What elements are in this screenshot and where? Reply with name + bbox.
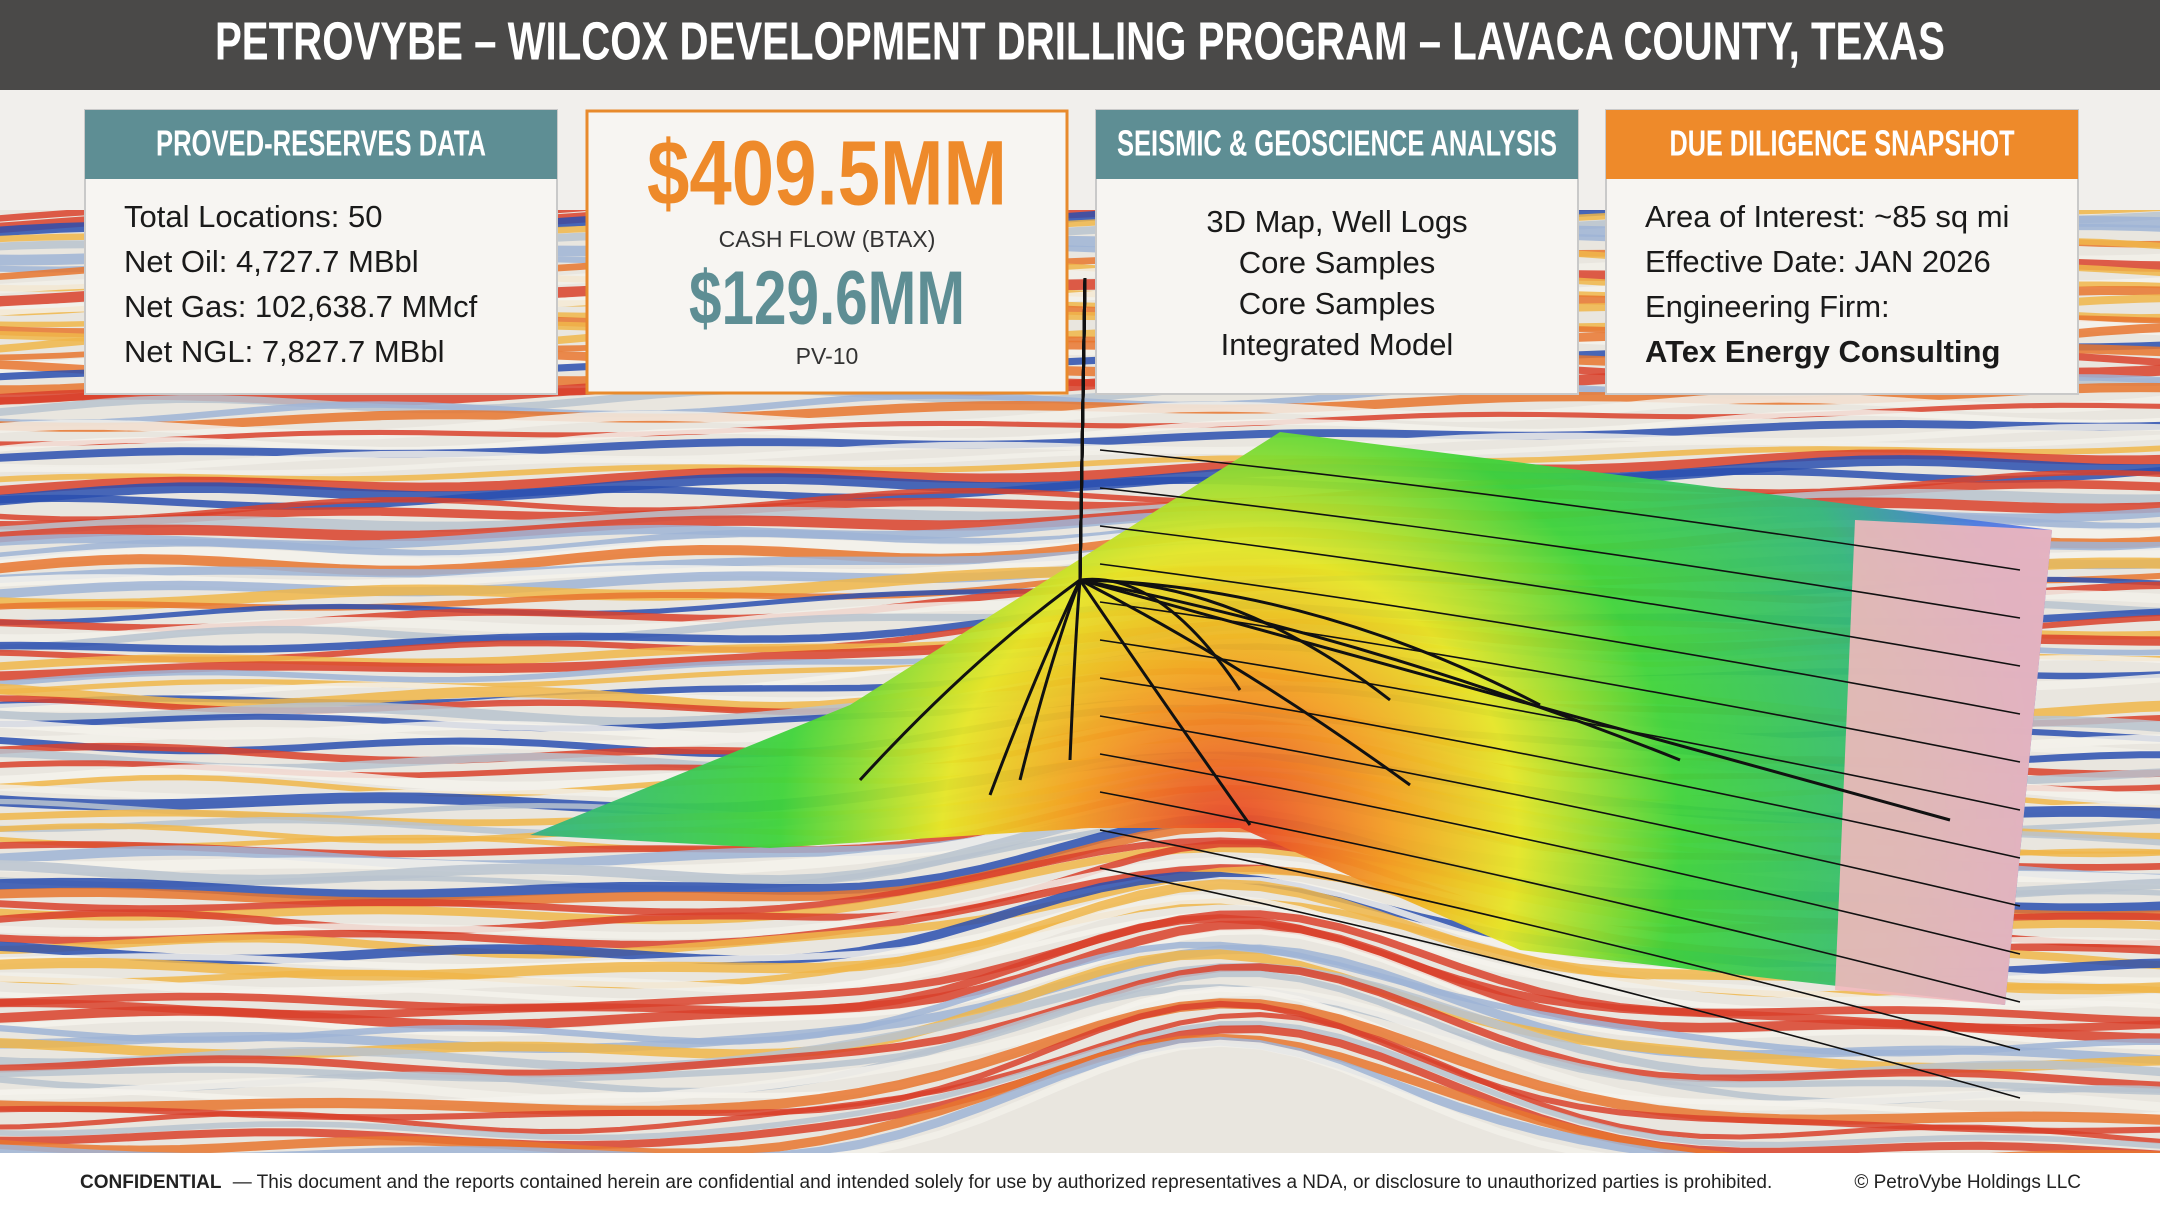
cash-flow-label: CASH FLOW (BTAX) [719,226,936,252]
card-line: Engineering Firm: [1645,289,1890,324]
reflector [0,434,2160,476]
card-line: Net NGL: 7,827.7 MBbl [124,334,445,369]
reflector [0,449,2160,496]
wellbore [1068,277,1087,761]
card-line: Total Locations: 50 [124,199,383,234]
horizon-line [1099,791,2021,1003]
reflector [0,928,2160,1050]
reflector [0,445,2160,483]
cash-flow: $409.5MM [647,122,1007,224]
reflector [0,1036,1697,1153]
reflector [0,1012,2160,1144]
diligence-card: DUE DILIGENCE SNAPSHOT Area of Interest:… [1605,109,2079,395]
wellbore [1078,277,1411,787]
footer: CONFIDENTIAL — This document and the rep… [80,1172,1772,1193]
footer-bar [0,1153,2160,1206]
title-bar [0,0,2160,90]
card-title: DUE DILIGENCE SNAPSHOT [1670,123,2015,164]
pv10: $129.6MM [689,256,965,341]
horizon-line [1099,753,2021,955]
reflector [0,409,2160,453]
wellbore [1018,277,1087,781]
wellbore [1078,277,1681,762]
horizon-line [1099,601,2021,763]
seismic-card: SEISMIC & GEOSCIENCE ANALYSIS 3D Map, We… [1095,109,1579,395]
reserves-card: PROVED-RESERVES DATA Total Locations: 50… [84,109,558,395]
horizon-line [1099,715,2021,907]
wellbore [858,277,1087,782]
title: PETROVYBE – WILCOX DEVELOPMENT DRILLING … [215,11,1945,71]
wellbore [1078,277,1541,707]
wellbore [1078,277,1951,822]
value-card: $409.5MM CASH FLOW (BTAX) $129.6MM PV-10 [585,109,1069,395]
reflector [0,1020,2160,1149]
horizon-line [1099,525,2021,667]
reflector [830,1039,1607,1153]
card-line: 3D Map, Well Logs [1206,204,1467,239]
card-line: ATex Energy Consulting [1645,334,2000,369]
horizon-line [1099,829,2021,1051]
horizon-line [1099,867,2021,1099]
reservoir-model [530,277,2052,1099]
horizon-line [1099,563,2021,715]
reflector [0,466,2160,511]
card-line: Net Oil: 4,727.7 MBbl [124,244,419,279]
card-line: Integrated Model [1221,327,1454,362]
pv10-label: PV-10 [796,343,859,369]
card-line: Area of Interest: ~85 sq mi [1645,199,2009,234]
horizon-line [1099,639,2021,811]
card-line: Core Samples [1239,245,1435,280]
footer-label: CONFIDENTIAL [80,1172,222,1193]
reflector [0,963,2160,1090]
horizon-line [1099,487,2021,619]
wellbore [1078,277,1252,826]
reflector [0,914,2160,1033]
reflector [0,1033,2160,1153]
card-line: Effective Date: JAN 2026 [1645,244,1991,279]
card-line: Net Gas: 102,638.7 MMcf [124,289,478,324]
horizon-line [1099,449,2021,571]
card-line: Core Samples [1239,286,1435,321]
card-title: SEISMIC & GEOSCIENCE ANALYSIS [1117,123,1557,164]
card-title: PROVED-RESERVES DATA [156,123,486,164]
wellbore [1078,277,1242,691]
footer-copyright: © PetroVybe Holdings LLC [1854,1172,2081,1193]
footer-text: — This document and the reports containe… [233,1172,1773,1193]
horizon-line [1099,677,2021,859]
